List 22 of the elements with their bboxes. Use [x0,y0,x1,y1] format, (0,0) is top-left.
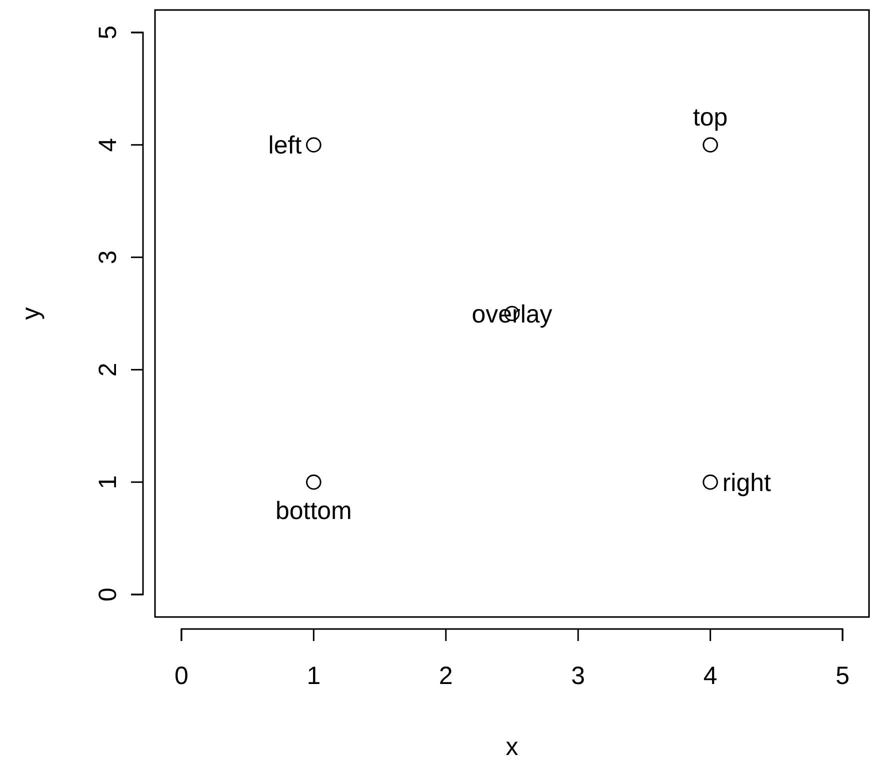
x-tick-label: 5 [836,662,850,690]
annotation: bottom [275,496,352,525]
y-tick-label: 4 [94,138,122,152]
point [306,137,322,153]
point [306,474,322,490]
x-tick-label: 0 [174,662,188,690]
x-axis-title: x [506,733,519,761]
y-tick-label: 5 [94,26,122,40]
point [702,137,718,153]
point [702,474,718,490]
x-tick-label: 1 [306,662,321,690]
x-tick-label: 4 [703,662,718,690]
y-tick-label: 1 [94,475,122,490]
x-tick-label: 3 [571,662,586,690]
y-tick-label: 0 [94,588,122,602]
y-tick-label: 2 [94,362,122,377]
annotation: top [692,104,728,132]
annotation: right [722,468,772,497]
y-axis-title: y [16,306,45,320]
y-tick-label: 3 [94,250,122,264]
x-tick-label: 2 [438,662,453,690]
annotation: left [268,132,302,160]
